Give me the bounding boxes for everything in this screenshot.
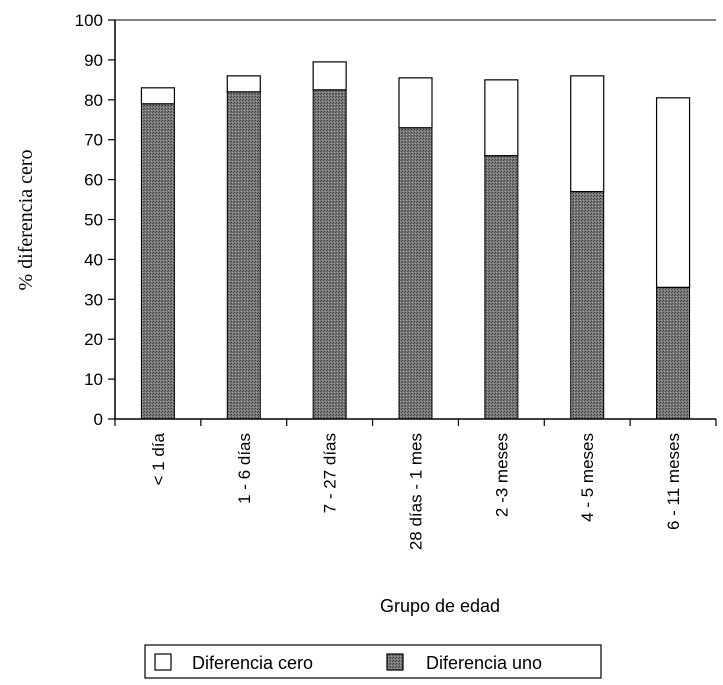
y-tick-label: 50 [84, 211, 103, 230]
bar-diferencia-cero [398, 77, 433, 129]
bar-diferencia-cero [570, 75, 605, 193]
bar-diferencia-uno [570, 191, 605, 420]
bars [140, 61, 691, 420]
x-category-label: 6 - 11 meses [664, 433, 683, 530]
y-tick-label: 80 [84, 91, 103, 110]
y-tick-label: 40 [84, 250, 103, 269]
x-axis-title: Grupo de edad [380, 596, 500, 616]
legend: Diferencia cero Diferencia uno [144, 644, 602, 679]
x-category-label: 4 - 5 meses [578, 433, 597, 522]
legend-swatch-diferencia-cero [154, 653, 172, 671]
bar-diferencia-uno [312, 89, 347, 420]
legend-swatch-diferencia-uno [386, 653, 404, 671]
bar-diferencia-uno [140, 103, 175, 420]
y-tick-label: 60 [84, 171, 103, 190]
legend-label-diferencia-uno: Diferencia uno [426, 653, 542, 673]
axes [114, 19, 716, 420]
x-category-label: < 1 día [149, 432, 168, 485]
y-tick-label: 90 [84, 51, 103, 70]
bar-diferencia-cero [140, 87, 176, 105]
bar-diferencia-uno [398, 127, 433, 420]
y-axis-ticks: 0 10 20 30 40 50 60 70 80 90 100 [75, 11, 115, 429]
x-category-label: 1 - 6 días [235, 433, 254, 504]
bar-diferencia-uno [484, 155, 519, 420]
x-category-label: 7 - 27 días [321, 433, 340, 513]
y-tick-label: 70 [84, 131, 103, 150]
y-axis-title: % diferencia cero [15, 149, 37, 290]
legend-label-diferencia-cero: Diferencia cero [192, 653, 313, 673]
y-tick-label: 30 [84, 290, 103, 309]
y-tick-label: 0 [94, 410, 103, 429]
x-category-label: 2 -3 meses [492, 433, 511, 517]
y-tick-label: 20 [84, 330, 103, 349]
legend-box [144, 644, 602, 679]
x-category-label: 28 días - 1 mes [407, 433, 426, 550]
y-tick-label: 10 [84, 370, 103, 389]
bar-diferencia-cero [484, 79, 519, 157]
bar-diferencia-uno [656, 286, 691, 420]
x-axis-ticks: < 1 día 1 - 6 días 7 - 27 días 28 días - 1 … [114, 419, 717, 550]
bar-diferencia-cero [312, 61, 347, 91]
bar-diferencia-cero [655, 97, 691, 288]
bar-diferencia-cero [226, 75, 261, 93]
y-tick-label: 100 [75, 11, 103, 30]
bar-diferencia-uno [226, 91, 261, 420]
